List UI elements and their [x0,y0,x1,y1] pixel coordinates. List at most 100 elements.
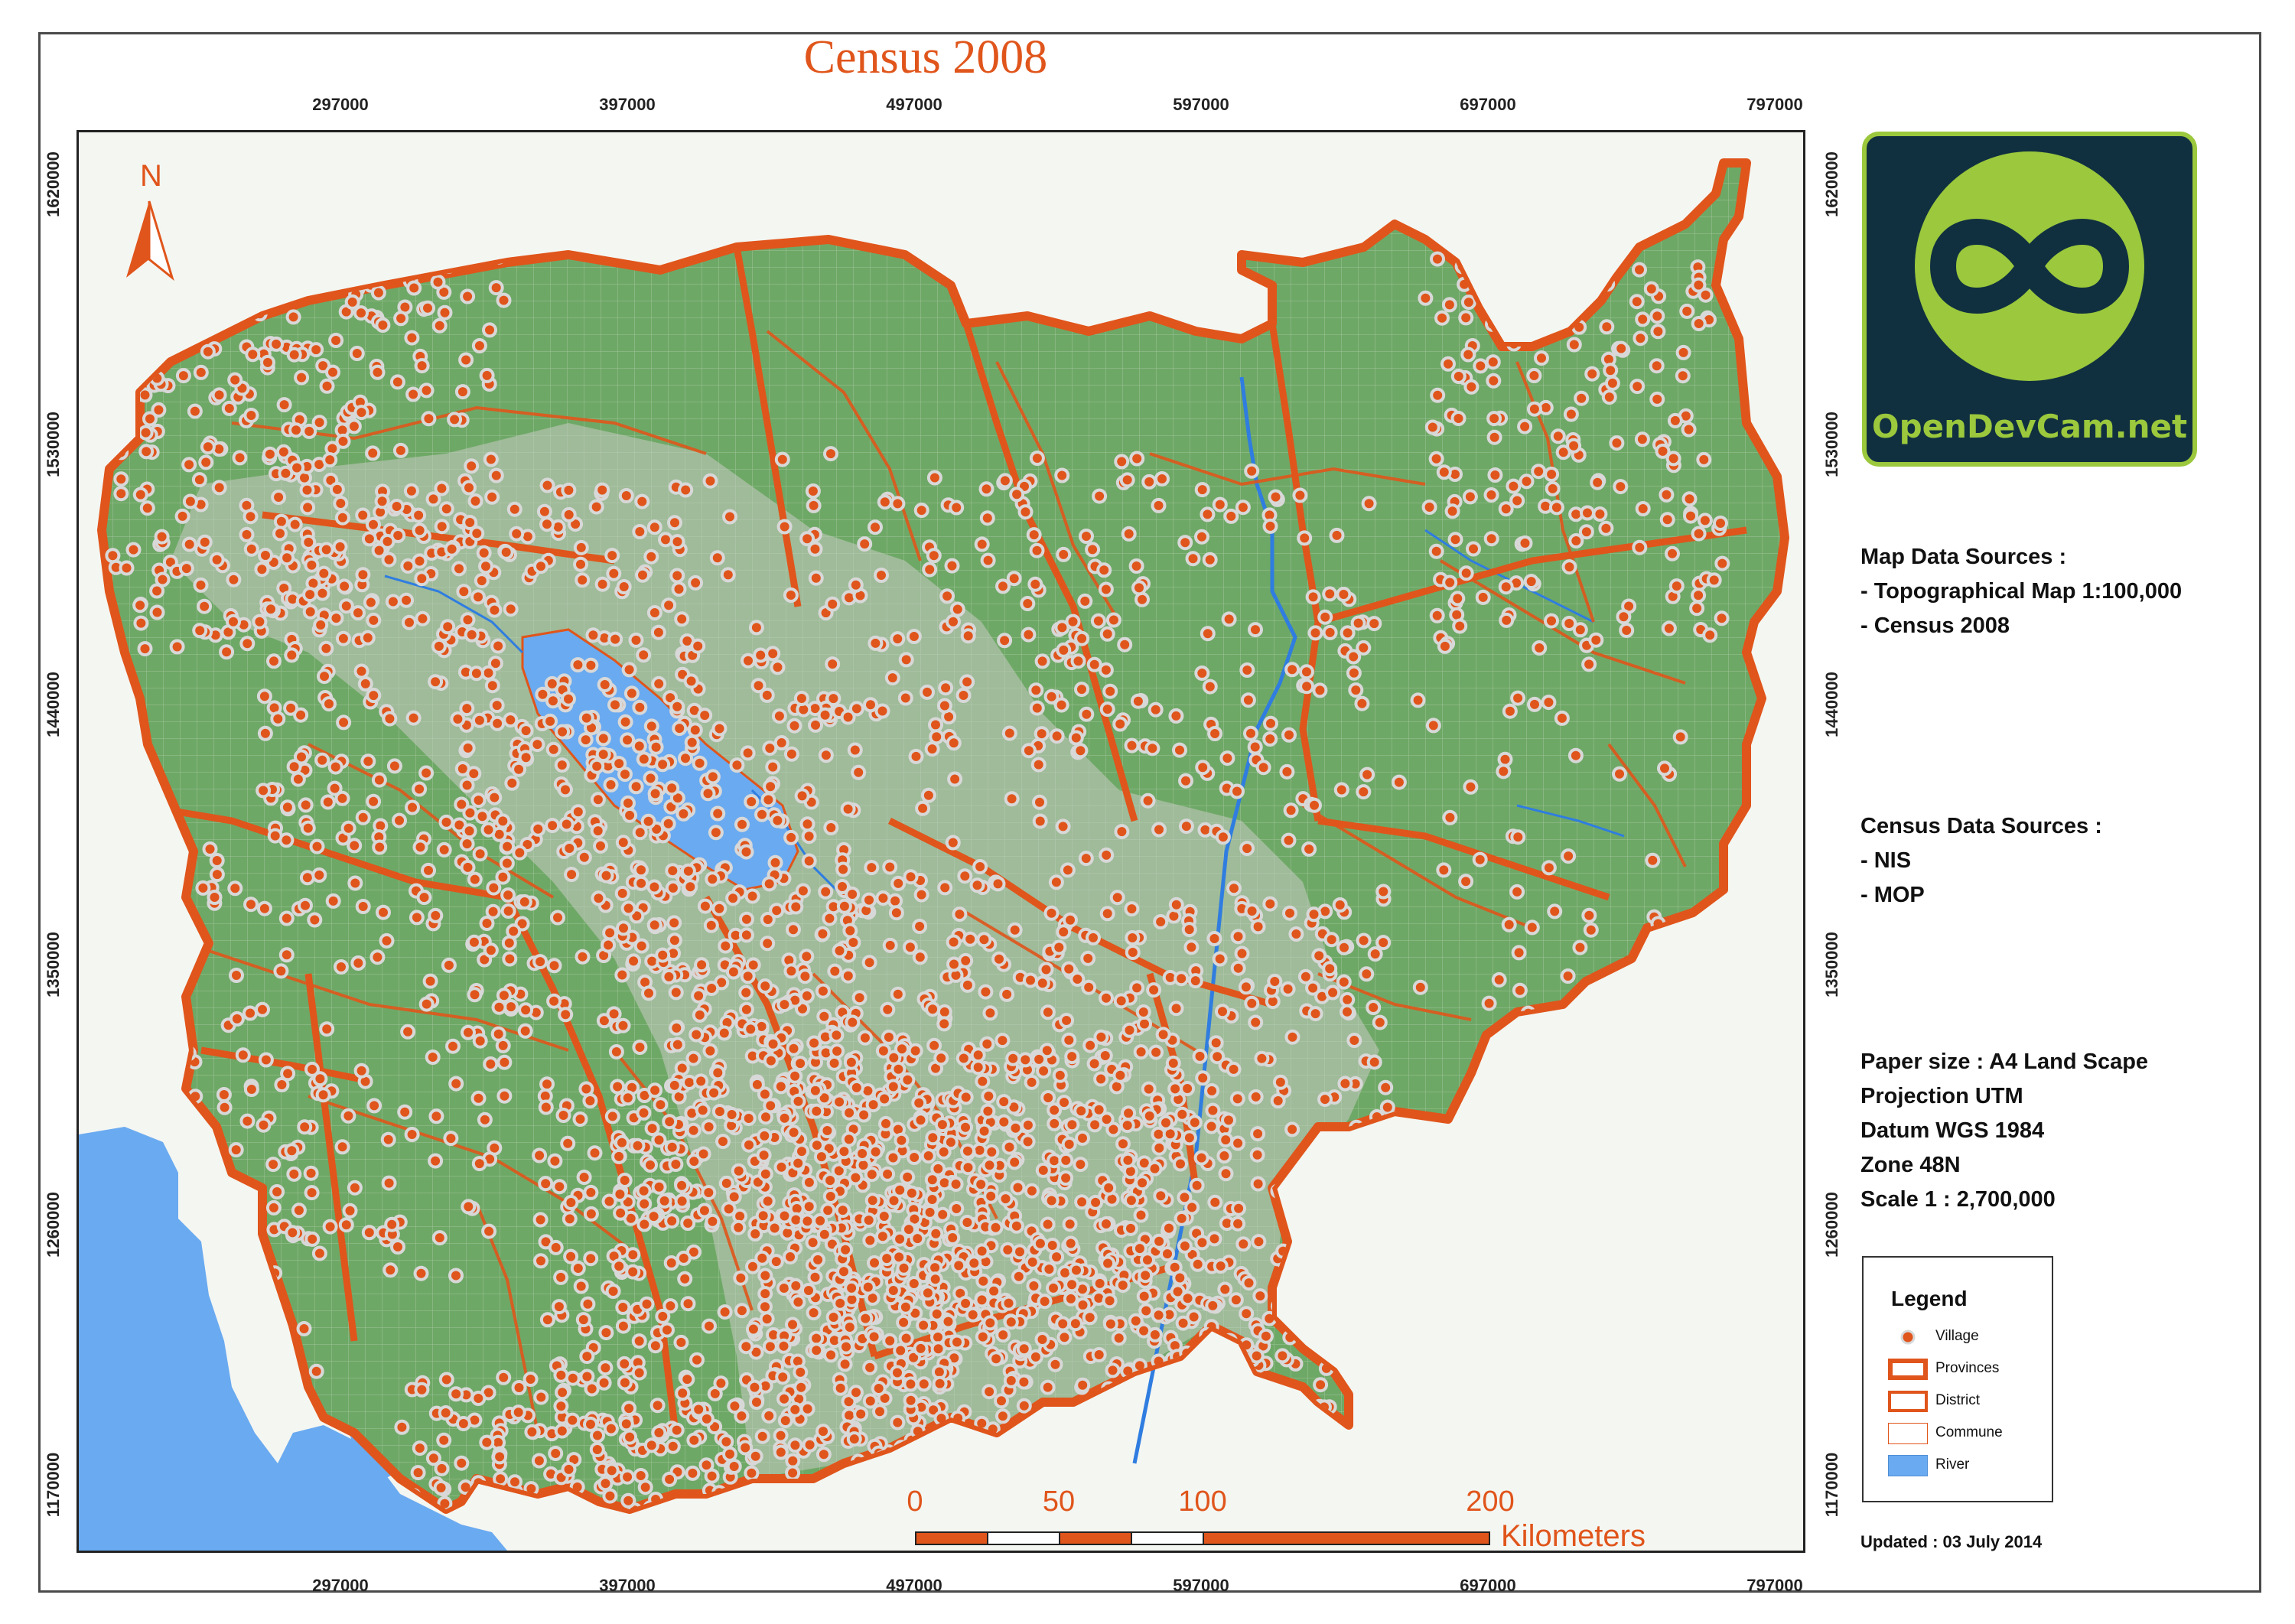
village-dot [845,887,861,902]
village-dot [471,1156,487,1172]
village-dot [1102,1293,1118,1309]
village-dot [109,370,125,386]
village-dot [201,1177,217,1193]
village-dot [1206,1231,1222,1247]
village-dot [1218,1132,1234,1148]
village-dot [431,638,447,654]
village-dot [1481,995,1497,1011]
village-dot [783,1494,799,1509]
village-dot [906,1276,922,1291]
village-dot [1643,281,1659,297]
village-dot [1151,822,1167,838]
village-dot [693,1073,709,1089]
village-dot [994,1408,1011,1424]
village-dot [716,1025,732,1041]
village-dot [756,1147,772,1163]
village-dot [149,583,165,599]
village-dot [607,631,623,647]
village-dot [1226,1424,1242,1440]
village-dot [1189,1177,1205,1193]
village-dot [570,657,586,673]
village-dot [239,1326,256,1342]
village-dot [666,1077,682,1093]
village-dot [1526,401,1542,417]
village-dot [805,483,821,499]
village-dot [632,524,648,539]
village-dot [353,1063,369,1079]
village-dot [286,1166,302,1182]
village-dot [1366,616,1382,632]
village-dot [531,1453,547,1469]
village-dot [393,311,409,327]
village-dot [951,1432,967,1447]
village-dot [460,612,476,628]
village-dot [692,755,708,771]
village-dot [590,823,606,839]
village-dot [350,955,366,971]
village-dot [1099,906,1115,922]
village-dot [755,1208,771,1224]
village-dot [786,1124,802,1141]
village-dot [924,1192,940,1207]
village-dot [328,610,344,626]
village-dot [1158,1416,1174,1432]
village-dot [243,509,259,525]
village-dot [606,565,622,581]
x-tick-top: 297000 [312,95,369,114]
village-dot [1357,1137,1373,1153]
village-dot [604,1463,620,1479]
x-tick-top: 597000 [1173,95,1229,114]
village-dot [506,501,522,517]
village-dot [754,1428,770,1444]
village-dot [243,1082,259,1097]
village-dot [175,368,191,384]
village-dot [653,1097,669,1113]
village-dot [717,1304,733,1320]
village-dot [1230,929,1246,945]
village-dot [836,1264,851,1280]
village-dot [630,1137,646,1154]
village-dot [1517,418,1533,434]
village-dot [664,1139,680,1155]
village-dot [1239,1306,1255,1322]
village-dot [1511,945,1527,961]
village-dot [1212,496,1228,513]
village-dot [1114,454,1130,470]
village-dot [334,509,350,526]
village-dot [644,1121,660,1137]
village-dot [1001,1295,1017,1311]
village-dot [968,1450,983,1465]
village-dot [1099,1216,1114,1232]
village-dot [1184,1199,1200,1216]
village-dot [325,893,341,909]
village-dot [617,714,633,730]
village-dot [1270,1093,1286,1108]
village-dot [1650,324,1666,340]
village-dot [801,1283,816,1298]
village-dot [762,740,778,757]
map-canvas[interactable]: N [76,130,1805,1553]
village-dot [1613,340,1629,356]
village-dot [871,1381,887,1396]
village-dot [1254,1050,1270,1066]
village-dot [134,304,150,320]
village-dot [1109,890,1125,906]
village-dot [633,938,649,954]
opendevcam-logo[interactable]: OpenDevCam.net [1862,132,2197,467]
village-dot [193,577,209,593]
village-dot [511,761,527,777]
village-dot [1599,319,1615,335]
village-dot [832,1295,848,1311]
village-dot [948,1433,964,1449]
village-dot [785,1316,800,1333]
village-dot [903,1376,919,1392]
village-dot [1311,948,1327,964]
village-dot [422,973,438,989]
village-dot [753,647,769,663]
village-dot [1354,695,1370,711]
village-dot [793,1056,809,1072]
village-dot [1485,354,1501,370]
village-dot [403,483,419,499]
village-dot [917,1436,933,1452]
village-dot [990,876,1006,892]
